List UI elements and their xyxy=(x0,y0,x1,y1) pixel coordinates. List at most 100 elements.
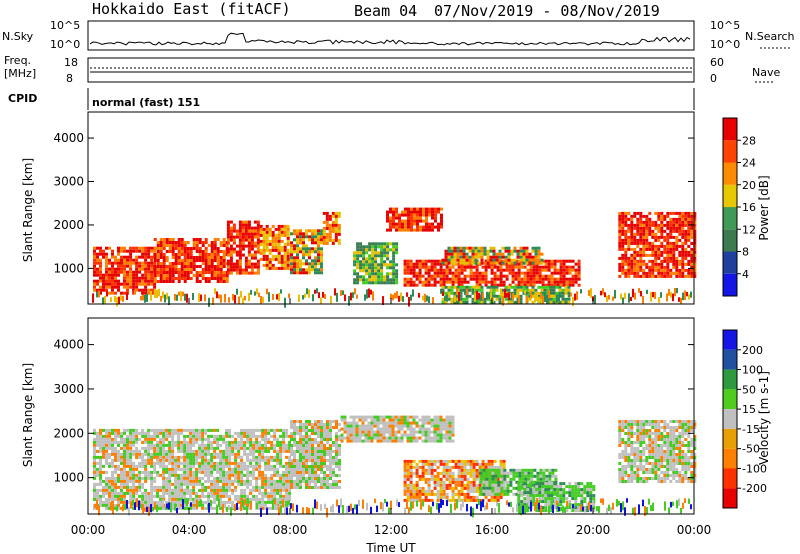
velocity-cell-r0 xyxy=(123,431,126,435)
power-cell-r1 xyxy=(174,259,178,262)
power-cell-r1 xyxy=(153,280,157,283)
velocity-cell-r0 xyxy=(213,485,217,489)
velocity-cell-r0 xyxy=(243,482,247,486)
power-cell-r2 xyxy=(247,250,251,254)
power-cell-r2 xyxy=(247,232,251,236)
power-cell-r11 xyxy=(639,250,643,254)
velocity-cell-r1 xyxy=(329,468,332,471)
power-cell-r6 xyxy=(383,281,387,285)
power-cell-r2 xyxy=(229,247,233,251)
power-cell-r6 xyxy=(356,260,360,264)
velocity-cell-r0 xyxy=(243,506,247,510)
power-cell-r11 xyxy=(630,253,634,257)
power-groundscatter-cell xyxy=(106,290,108,297)
power-cell-r0 xyxy=(135,249,139,253)
power-cell-r0 xyxy=(144,267,148,271)
power-cell-r3 xyxy=(286,230,290,234)
velocity-cell-r0 xyxy=(225,446,229,450)
velocity-cell-r1 xyxy=(299,447,302,450)
power-cell-r1 xyxy=(219,241,223,244)
power-cell-r11 xyxy=(666,211,670,215)
power-cell-r2 xyxy=(244,271,248,275)
power-cell-r0 xyxy=(141,279,145,283)
power-cell-r10 xyxy=(567,288,571,292)
velocity-cell-r1 xyxy=(314,432,317,435)
velocity-cell-r1 xyxy=(332,471,335,474)
power-cell-r10 xyxy=(531,288,535,292)
velocity-cell-r0 xyxy=(210,470,214,474)
power-cell-r1 xyxy=(219,277,223,280)
power-cell-r4 xyxy=(311,250,314,254)
power-cell-r11 xyxy=(657,238,661,242)
velocity-cell-r0 xyxy=(123,455,126,459)
power-cell-r7 xyxy=(392,210,395,214)
velocity-cell-r2 xyxy=(439,433,443,437)
power-cell-r11 xyxy=(675,223,679,227)
power-cell-r0 xyxy=(120,270,123,274)
velocity-cell-r1 xyxy=(314,426,317,429)
power-cell-r1 xyxy=(189,247,193,250)
power-groundscatter-cell xyxy=(228,297,230,303)
velocity-cell-r0 xyxy=(216,491,220,495)
velocity-cell-r2 xyxy=(436,430,440,434)
power-cell-r10 xyxy=(498,300,502,304)
power-cell-r0 xyxy=(111,261,114,265)
power-cell-r8 xyxy=(406,277,410,281)
velocity-cell-r2 xyxy=(409,421,413,425)
velocity-cell-r0 xyxy=(270,458,274,462)
power-cell-r2 xyxy=(229,220,233,224)
velocity-cell-r0 xyxy=(114,488,117,492)
power-cell-r8 xyxy=(544,262,548,266)
power-cell-r0 xyxy=(96,279,99,283)
power-cell-r11 xyxy=(666,238,670,242)
velocity-cell-r0 xyxy=(99,479,102,483)
velocity-cell-r1 xyxy=(296,441,299,444)
power-cell-r3 xyxy=(271,242,275,246)
velocity-cell-r0 xyxy=(207,446,211,450)
velocity-cell-r1 xyxy=(335,483,338,486)
power-cell-r6 xyxy=(368,257,372,261)
velocity-cell-r0 xyxy=(228,497,232,501)
power-cell-r1 xyxy=(165,244,169,247)
velocity-cell-r1 xyxy=(290,483,293,486)
power-cell-r3 xyxy=(259,251,263,255)
velocity-cell-r0 xyxy=(99,431,102,435)
power-cell-r8 xyxy=(571,259,575,263)
velocity-cell-r2 xyxy=(406,421,410,425)
power-cell-r7 xyxy=(395,210,398,214)
power-cell-r0 xyxy=(108,273,111,277)
power-cell-r8 xyxy=(523,271,527,275)
power-cell-r2 xyxy=(244,223,248,227)
velocity-cell-r0 xyxy=(267,491,271,495)
power-groundscatter-cell xyxy=(392,294,394,301)
power-cell-r0 xyxy=(99,246,102,250)
velocity-cell-r1 xyxy=(302,456,305,459)
power-cell-r9 xyxy=(456,252,460,256)
velocity-cell-r0 xyxy=(117,479,120,483)
velocity-cell-r0 xyxy=(240,476,244,480)
power-cell-r8 xyxy=(493,283,497,287)
velocity-cell-r2 xyxy=(445,418,449,422)
velocity-cell-r1 xyxy=(335,426,338,429)
power-cell-r1 xyxy=(192,256,196,259)
velocity-cell-r0 xyxy=(246,503,250,507)
velocity-cell-r0 xyxy=(195,476,199,480)
velocity-cell-r0 xyxy=(198,500,202,504)
velocity-cell-r0 xyxy=(216,440,220,444)
power-cell-r8 xyxy=(514,271,518,275)
velocity-cell-r0 xyxy=(177,443,181,447)
velocity-cell-r0 xyxy=(255,464,259,468)
power-cell-r11 xyxy=(627,217,631,221)
power-cell-r8 xyxy=(436,271,440,275)
power-cell-r10 xyxy=(471,285,475,289)
velocity-cell-r1 xyxy=(332,468,335,471)
power-cell-r11 xyxy=(654,265,658,269)
velocity-cell-r0 xyxy=(135,473,139,477)
power-cell-r8 xyxy=(430,274,434,278)
velocity-cell-r0 xyxy=(120,434,123,438)
velocity-cell-r0 xyxy=(255,485,259,489)
velocity-cell-r0 xyxy=(273,443,277,447)
power-cell-r6 xyxy=(374,266,378,270)
power-cell-r11 xyxy=(660,220,664,224)
velocity-cell-r0 xyxy=(93,449,96,453)
